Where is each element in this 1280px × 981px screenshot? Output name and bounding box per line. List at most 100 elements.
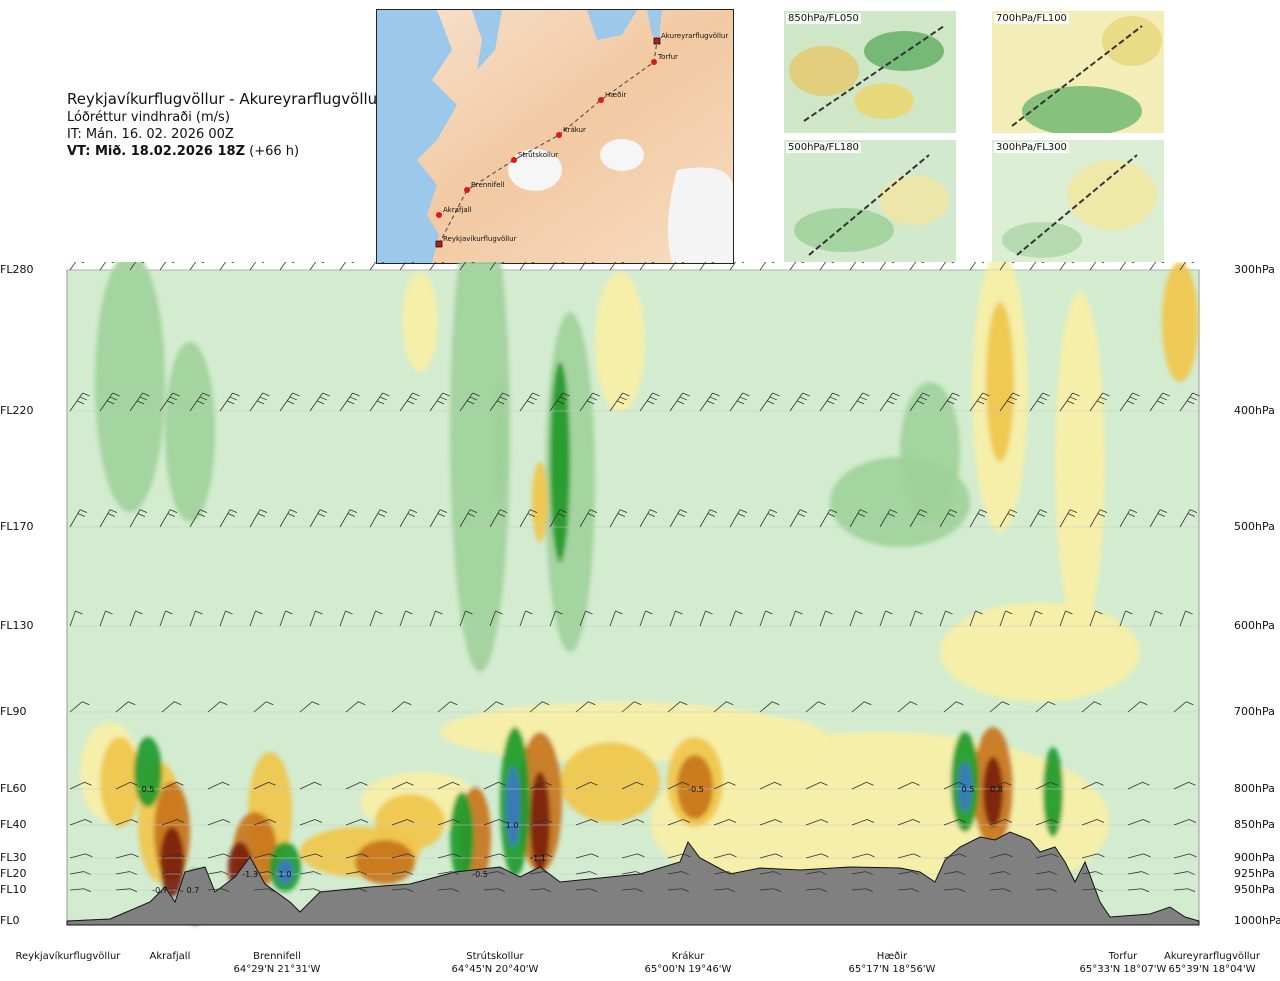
value-label: -1.1: [530, 854, 546, 863]
wind-barb: [520, 262, 540, 270]
location-name: Strútskollur: [452, 950, 539, 963]
velocity-cell: [100, 737, 140, 827]
wind-barb: [1090, 262, 1110, 270]
valid-time-offset: (+66 h): [249, 144, 299, 159]
route-point-label: Krákur: [563, 126, 586, 134]
flight-level-label: FL130: [0, 619, 33, 632]
route-point-marker: [651, 59, 657, 65]
velocity-cell: [595, 272, 645, 412]
flight-level-label: FL220: [0, 404, 33, 417]
route-point-marker: [464, 187, 470, 193]
value-label: 0.5: [142, 785, 155, 794]
velocity-cell: [492, 382, 508, 502]
pressure-level-label: 900hPa: [1234, 851, 1275, 864]
route-point-marker: [556, 132, 562, 138]
route-point-marker: [598, 97, 604, 103]
pressure-level-label: 300hPa: [1234, 263, 1275, 276]
level-map-700-graphic: [992, 11, 1164, 133]
route-point-label: Hæðir: [605, 91, 626, 99]
route-point-label: Torfur: [657, 53, 678, 61]
location-name: Brennifell: [234, 950, 321, 963]
route-point-marker: [654, 38, 660, 44]
wind-barb: [340, 262, 360, 270]
level-map-850-graphic: [784, 11, 956, 133]
level-map-700: 700hPa/FL100: [992, 11, 1164, 133]
valid-time: VT: Mið. 18.02.2026 18Z (+66 h): [67, 143, 383, 160]
location-label: Brennifell 64°29'N 21°31'W: [234, 950, 321, 976]
wind-barb: [400, 262, 420, 270]
route-point-label: Akrafjall: [443, 206, 472, 214]
wind-barb: [670, 262, 690, 270]
velocity-cell: [1162, 262, 1198, 382]
wind-barb: [610, 262, 630, 270]
wind-barb: [280, 262, 300, 270]
wind-barb: [700, 262, 720, 270]
wind-barb: [220, 262, 240, 270]
value-label: -0.7: [152, 886, 168, 895]
location-label: Hæðir 65°17'N 18°56'W: [849, 950, 936, 976]
wind-barb: [1030, 262, 1050, 270]
wind-barb: [640, 262, 660, 270]
wind-barb: [550, 262, 570, 270]
velocity-cell: [1043, 747, 1063, 837]
level-map-500-graphic: [784, 140, 956, 262]
chart-header: Reykjavíkurflugvöllur - Akureyrarflugvöl…: [67, 90, 383, 160]
value-label: -1.3: [242, 870, 258, 879]
value-label: 0.7: [187, 886, 200, 895]
location-label: Reykjavíkurflugvöllur: [16, 950, 121, 963]
location-label: Krákur 65°00'N 19°46'W: [645, 950, 732, 976]
route-point-marker: [511, 157, 517, 163]
velocity-cell: [550, 362, 570, 562]
wind-barb: [910, 262, 930, 270]
wind-barb: [370, 262, 390, 270]
wind-barb: [1060, 262, 1080, 270]
level-map-300-graphic: [992, 140, 1164, 262]
location-coordinate: 65°17'N 18°56'W: [849, 963, 936, 976]
variable-label: Lóðréttur vindhraði (m/s): [67, 109, 383, 126]
wind-barb: [250, 262, 270, 270]
wind-barb: [70, 262, 90, 270]
pressure-level-label: 925hPa: [1234, 867, 1275, 880]
velocity-cell: [710, 717, 830, 767]
location-coordinate: 65°39'N 18°04'W: [1164, 963, 1260, 976]
velocity-cell: [986, 302, 1014, 462]
pressure-level-label: 500hPa: [1234, 520, 1275, 533]
wind-barb: [190, 262, 210, 270]
location-coordinate: 65°33'N 18°07'W: [1080, 963, 1167, 976]
wind-barb: [1120, 262, 1140, 270]
location-name: Hæðir: [849, 950, 936, 963]
wind-barb: [880, 262, 900, 270]
location-label: Akureyrarflugvöllur 65°39'N 18°04'W: [1164, 950, 1260, 976]
flight-level-label: FL60: [0, 782, 26, 795]
route-point-label: Brennifell: [471, 181, 504, 189]
route-point-marker: [436, 241, 442, 247]
velocity-cell: [532, 462, 548, 542]
velocity-cell: [355, 840, 415, 884]
pressure-level-label: 400hPa: [1234, 404, 1275, 417]
value-label: -0.5: [472, 870, 488, 879]
velocity-cell: [1055, 292, 1105, 632]
location-label: Akrafjall: [150, 950, 191, 963]
location-name: Akureyrarflugvöllur: [1164, 950, 1260, 963]
route-point-marker: [436, 212, 442, 218]
value-label: -0.8: [987, 785, 1003, 794]
velocity-cell: [134, 737, 162, 807]
location-name: Reykjavíkurflugvöllur: [16, 950, 121, 963]
velocity-cell: [506, 767, 520, 847]
wind-barb: [1150, 262, 1170, 270]
wind-barb: [820, 262, 840, 270]
level-map-850-label: 850hPa/FL050: [786, 13, 861, 24]
location-coordinate: 65°00'N 19°46'W: [645, 963, 732, 976]
wind-barb: [760, 262, 780, 270]
velocity-cell: [402, 272, 438, 372]
level-map-300: 300hPa/FL300: [992, 140, 1164, 262]
location-name: Akrafjall: [150, 950, 191, 963]
route-point-label: Akureyrarflugvöllur: [661, 32, 728, 40]
flight-level-label: FL40: [0, 818, 26, 831]
location-name: Krákur: [645, 950, 732, 963]
level-map-500-label: 500hPa/FL180: [786, 142, 861, 153]
location-coordinate: 64°45'N 20°40'W: [452, 963, 539, 976]
wind-barb: [430, 262, 450, 270]
value-label: 0.5: [962, 785, 975, 794]
wind-barb: [580, 262, 600, 270]
